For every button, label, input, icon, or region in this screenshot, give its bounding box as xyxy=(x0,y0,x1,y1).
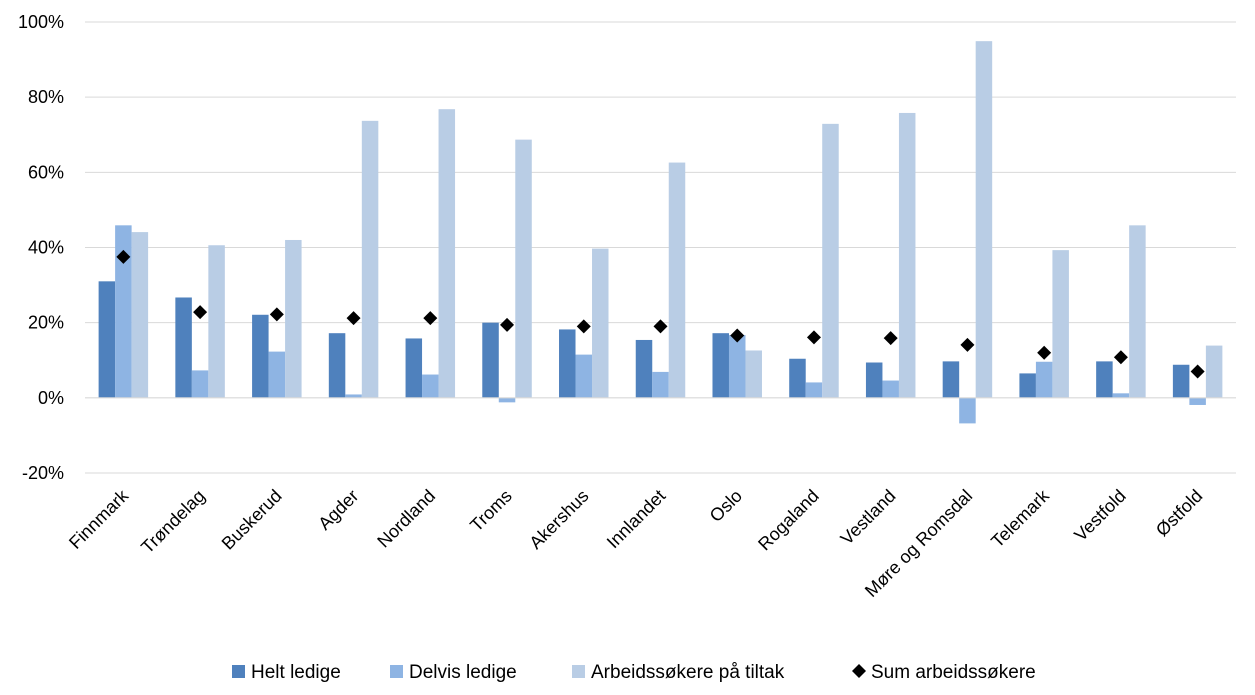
bar xyxy=(635,339,653,398)
legend-swatch xyxy=(390,665,403,678)
x-tick-label: Oslo xyxy=(706,486,746,526)
sum-marker xyxy=(500,317,515,332)
bar xyxy=(1129,225,1146,398)
bar xyxy=(115,225,132,398)
bar xyxy=(98,281,116,398)
bar xyxy=(345,394,362,398)
y-tick-label: 80% xyxy=(28,87,64,107)
bar xyxy=(882,380,899,398)
bar xyxy=(805,382,823,398)
x-tick-label: Trøndelag xyxy=(137,486,209,558)
bar xyxy=(131,232,149,398)
sum-marker xyxy=(1037,345,1052,360)
bar xyxy=(361,120,379,398)
gridlines xyxy=(85,21,1236,474)
bar xyxy=(1035,361,1053,398)
x-tick-label: Finnmark xyxy=(65,485,133,553)
bar xyxy=(252,314,269,398)
sum-marker xyxy=(1113,350,1128,365)
bar xyxy=(652,371,669,398)
sum-marker xyxy=(1190,364,1205,379)
bar xyxy=(515,139,532,398)
bar xyxy=(208,245,225,398)
bar xyxy=(1172,364,1190,398)
y-tick-label: 40% xyxy=(28,238,64,258)
bar xyxy=(328,333,346,398)
sum-marker xyxy=(653,319,668,334)
bar xyxy=(898,112,916,398)
y-axis-ticks: 100% 80% 60% 40% 20% 0% -20% xyxy=(18,12,64,483)
sum-marker xyxy=(269,307,284,322)
y-tick-label: 60% xyxy=(28,162,64,182)
bar xyxy=(668,162,686,398)
y-tick-label: -20% xyxy=(22,463,64,483)
x-tick-label: Innlandet xyxy=(603,486,670,553)
bar xyxy=(268,351,286,398)
bar xyxy=(191,370,209,398)
sum-marker xyxy=(883,331,898,346)
x-tick-label: Troms xyxy=(466,486,516,536)
x-tick-label: Østfold xyxy=(1152,486,1206,540)
sum-marker xyxy=(116,249,131,264)
sum-marker xyxy=(576,319,591,334)
y-tick-label: 100% xyxy=(18,12,64,32)
legend-swatch xyxy=(852,664,866,678)
bars xyxy=(98,41,1223,424)
bar xyxy=(175,297,192,398)
bar xyxy=(1112,393,1130,398)
sum-marker xyxy=(806,330,821,345)
x-tick-label: Telemark xyxy=(987,485,1053,551)
legend-swatch xyxy=(572,665,585,678)
x-tick-label: Nordland xyxy=(373,486,439,552)
legend-swatch xyxy=(232,665,245,678)
bar xyxy=(712,333,729,398)
bar xyxy=(728,335,746,398)
bar xyxy=(575,354,593,398)
legend-label: Delvis ledige xyxy=(409,662,517,683)
bar xyxy=(1052,250,1069,398)
legend: Helt ledige Delvis ledige Arbeidssøkere på… xyxy=(232,662,1036,683)
bar xyxy=(1096,361,1113,398)
bar xyxy=(959,397,976,424)
bar xyxy=(1205,345,1223,398)
sum-marker xyxy=(730,328,745,343)
bar xyxy=(942,361,960,398)
x-tick-label: Akershus xyxy=(525,486,592,553)
legend-label: Helt ledige xyxy=(251,662,341,683)
legend-label: Arbeidssøkere på tiltak xyxy=(591,662,785,683)
bar xyxy=(975,41,993,398)
sum-marker xyxy=(346,311,361,326)
bar xyxy=(745,350,762,398)
bar xyxy=(438,109,456,398)
bar xyxy=(592,248,609,398)
x-tick-label: Agder xyxy=(314,486,362,534)
sum-marker xyxy=(960,337,975,352)
bar xyxy=(559,329,576,398)
bar xyxy=(1189,397,1206,405)
y-tick-label: 20% xyxy=(28,313,64,333)
bar xyxy=(405,338,423,398)
x-tick-label: Vestfold xyxy=(1070,486,1129,545)
x-tick-label: Vestland xyxy=(837,486,900,549)
y-tick-label: 0% xyxy=(38,388,64,408)
sum-marker xyxy=(193,305,208,320)
bar xyxy=(789,358,806,398)
x-axis-labels: Finnmark Trøndelag Buskerud Agder Nordland Tr… xyxy=(65,485,1206,601)
sum-marker xyxy=(423,311,438,326)
x-tick-label: Rogaland xyxy=(754,486,823,555)
bar xyxy=(285,239,302,398)
legend-label: Sum arbeidssøkere xyxy=(871,662,1036,683)
bar xyxy=(498,397,516,403)
bar xyxy=(482,322,499,398)
bar xyxy=(1019,373,1036,398)
bar xyxy=(822,123,839,398)
bar xyxy=(865,362,883,398)
markers xyxy=(116,249,1205,379)
bar xyxy=(422,374,439,398)
x-tick-label: Buskerud xyxy=(218,486,286,554)
